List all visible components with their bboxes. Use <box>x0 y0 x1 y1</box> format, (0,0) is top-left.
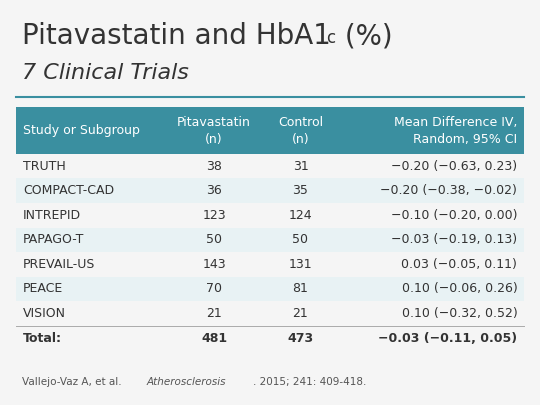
Text: 70: 70 <box>206 282 222 295</box>
Text: 21: 21 <box>293 307 308 320</box>
Text: 123: 123 <box>202 209 226 222</box>
Text: 0.10 (−0.06, 0.26): 0.10 (−0.06, 0.26) <box>402 282 517 295</box>
FancyBboxPatch shape <box>16 228 524 252</box>
Text: 31: 31 <box>293 160 308 173</box>
Text: 124: 124 <box>289 209 312 222</box>
Text: Total:: Total: <box>23 332 62 345</box>
Text: Vallejo-Vaz A, et al.: Vallejo-Vaz A, et al. <box>22 377 125 387</box>
Text: . 2015; 241: 409-418.: . 2015; 241: 409-418. <box>253 377 366 387</box>
Text: Study or Subgroup: Study or Subgroup <box>23 124 139 137</box>
Text: PAPAGO-T: PAPAGO-T <box>23 233 85 246</box>
FancyBboxPatch shape <box>16 252 524 277</box>
Text: Pitavastatin
(n): Pitavastatin (n) <box>177 115 251 146</box>
Text: 50: 50 <box>206 233 222 246</box>
Text: INTREPID: INTREPID <box>23 209 82 222</box>
Text: Pitavastatin and HbA1: Pitavastatin and HbA1 <box>22 22 330 50</box>
Text: Control
(n): Control (n) <box>278 115 323 146</box>
Text: 143: 143 <box>202 258 226 271</box>
Text: −0.03 (−0.11, 0.05): −0.03 (−0.11, 0.05) <box>378 332 517 345</box>
Text: 7 Clinical Trials: 7 Clinical Trials <box>22 63 188 83</box>
FancyBboxPatch shape <box>16 107 524 154</box>
Text: −0.20 (−0.63, 0.23): −0.20 (−0.63, 0.23) <box>391 160 517 173</box>
Text: 21: 21 <box>206 307 222 320</box>
Text: PREVAIL-US: PREVAIL-US <box>23 258 96 271</box>
FancyBboxPatch shape <box>16 326 524 350</box>
Text: COMPACT-CAD: COMPACT-CAD <box>23 184 114 197</box>
Text: 473: 473 <box>287 332 314 345</box>
Text: 481: 481 <box>201 332 227 345</box>
Text: 36: 36 <box>206 184 222 197</box>
Text: Mean Difference IV,
Random, 95% CI: Mean Difference IV, Random, 95% CI <box>394 115 517 146</box>
FancyBboxPatch shape <box>16 203 524 228</box>
FancyBboxPatch shape <box>16 179 524 203</box>
Text: c: c <box>326 29 335 47</box>
Text: 0.10 (−0.32, 0.52): 0.10 (−0.32, 0.52) <box>402 307 517 320</box>
Text: VISION: VISION <box>23 307 66 320</box>
FancyBboxPatch shape <box>16 301 524 326</box>
Text: −0.10 (−0.20, 0.00): −0.10 (−0.20, 0.00) <box>391 209 517 222</box>
Text: 38: 38 <box>206 160 222 173</box>
Text: −0.03 (−0.19, 0.13): −0.03 (−0.19, 0.13) <box>391 233 517 246</box>
Text: PEACE: PEACE <box>23 282 64 295</box>
Text: 131: 131 <box>289 258 312 271</box>
Text: TRUTH: TRUTH <box>23 160 66 173</box>
Text: −0.20 (−0.38, −0.02): −0.20 (−0.38, −0.02) <box>381 184 517 197</box>
Text: 50: 50 <box>293 233 308 246</box>
FancyBboxPatch shape <box>16 277 524 301</box>
Text: 0.03 (−0.05, 0.11): 0.03 (−0.05, 0.11) <box>401 258 517 271</box>
Text: 35: 35 <box>293 184 308 197</box>
Text: (%): (%) <box>336 22 393 50</box>
Text: 81: 81 <box>293 282 308 295</box>
FancyBboxPatch shape <box>16 154 524 179</box>
Text: Atherosclerosis: Atherosclerosis <box>147 377 226 387</box>
